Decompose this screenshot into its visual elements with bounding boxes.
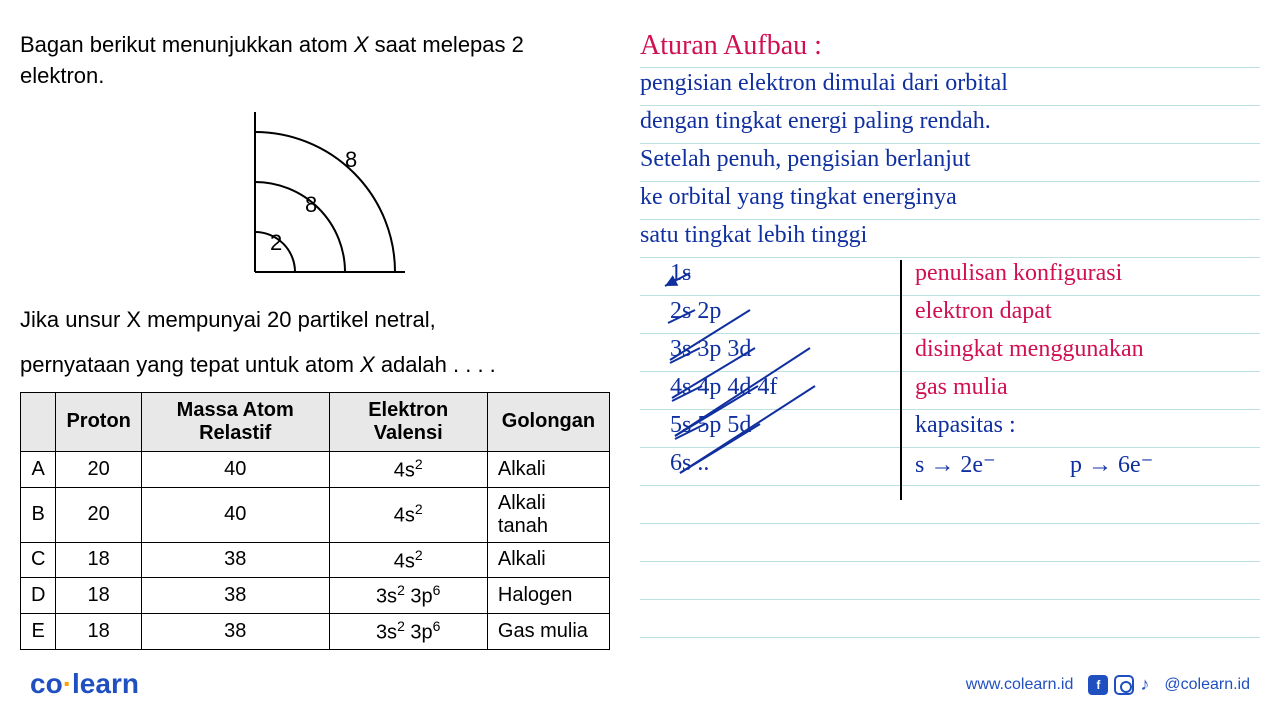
notes-panel: Aturan Aufbau : pengisian elektron dimul…	[640, 30, 1260, 670]
logo-dot: ·	[63, 668, 72, 699]
hw-r6a: s → 2e⁻	[915, 450, 996, 479]
question-panel: Bagan berikut menunjukkan atom X saat me…	[20, 30, 610, 650]
shell-inner-label: 2	[270, 230, 282, 255]
th-ev: Elektron Valensi	[329, 392, 487, 451]
hw-title: Aturan Aufbau :	[640, 30, 822, 62]
question-line2: Jika unsur X mempunyai 20 partikel netra…	[20, 302, 610, 337]
atom-diagram: 2 8 8	[20, 102, 610, 287]
hw-orb3: 3s 3p 3d	[670, 336, 751, 363]
hw-r5: kapasitas :	[915, 412, 1016, 439]
hw-p1: pengisian elektron dimulai dari orbital	[640, 70, 1008, 97]
table-row: A 20 40 4s2 Alkali	[21, 451, 610, 487]
logo: co·learn	[30, 668, 139, 700]
hw-orb4: 4s 4p 4d 4f	[670, 374, 777, 401]
footer-url: www.colearn.id	[966, 676, 1074, 694]
hw-r1: penulisan konfigurasi	[915, 260, 1122, 287]
tiktok-icon: ♪	[1140, 674, 1149, 695]
instagram-icon	[1114, 675, 1134, 695]
hw-p3: Setelah penuh, pengisian berlanjut	[640, 146, 971, 173]
social-icons: f ♪	[1088, 674, 1149, 695]
question-line1: Bagan berikut menunjukkan atom X saat me…	[20, 30, 610, 92]
hw-p2: dengan tingkat energi paling rendah.	[640, 108, 991, 135]
th-gol: Golongan	[487, 392, 609, 451]
shell-outer-label: 8	[345, 147, 357, 172]
hw-p5: satu tingkat lebih tinggi	[640, 222, 867, 249]
logo-part2: learn	[72, 668, 139, 699]
answer-table: Proton Massa Atom Relastif Elektron Vale…	[20, 392, 610, 650]
vertical-divider	[900, 260, 902, 500]
table-row: B 20 40 4s2 Alkali tanah	[21, 487, 610, 542]
hw-r6b: p → 6e⁻	[1070, 450, 1153, 479]
th-blank	[21, 392, 56, 451]
shell-mid-label: 8	[305, 192, 317, 217]
footer-right: www.colearn.id f ♪ @colearn.id	[966, 674, 1250, 695]
th-mass: Massa Atom Relastif	[141, 392, 329, 451]
hw-p4: ke orbital yang tingkat energinya	[640, 184, 957, 211]
hw-orb5: 5s 5p 5d	[670, 412, 751, 439]
hw-orb6: 6s ..	[670, 450, 709, 477]
facebook-icon: f	[1088, 675, 1108, 695]
footer-handle: @colearn.id	[1164, 676, 1250, 694]
table-row: E 18 38 3s2 3p6 Gas mulia	[21, 613, 610, 649]
hw-r3: disingkat menggunakan	[915, 336, 1144, 363]
th-proton: Proton	[56, 392, 141, 451]
logo-part1: co	[30, 668, 63, 699]
hw-r4: gas mulia	[915, 374, 1008, 401]
table-row: D 18 38 3s2 3p6 Halogen	[21, 578, 610, 614]
question-line3: pernyataan yang tepat untuk atom X adala…	[20, 347, 610, 382]
hw-orb1: 1s	[670, 260, 691, 287]
hw-r2: elektron dapat	[915, 298, 1052, 325]
hw-orb2: 2s 2p	[670, 298, 721, 325]
table-row: C 18 38 4s2 Alkali	[21, 542, 610, 578]
